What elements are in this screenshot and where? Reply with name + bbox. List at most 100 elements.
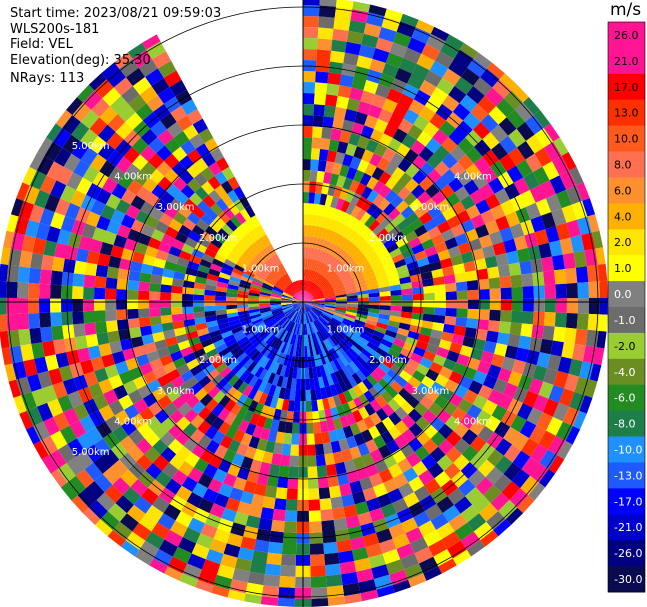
ray-gates (189, 307, 294, 377)
ray-gates (127, 289, 139, 300)
ray-gates (310, 270, 316, 282)
ray-gates (387, 137, 402, 153)
ray-gates (233, 446, 257, 491)
ray-gates (353, 432, 393, 508)
ray-gates (389, 42, 408, 58)
ray-gates (349, 87, 449, 230)
ray-gates (124, 330, 258, 420)
ray-gates (368, 4, 387, 17)
ray-gates (132, 154, 238, 247)
ray-gates (140, 263, 175, 279)
ray-gates (378, 378, 446, 447)
ray-gates (96, 322, 174, 346)
ray-gates (325, 463, 337, 477)
ray-gates (140, 161, 157, 178)
ray-gates (237, 290, 249, 296)
ray-gates (141, 420, 212, 505)
ray-gates (95, 519, 113, 537)
ray-gates (381, 403, 416, 444)
ray-gates (211, 373, 224, 386)
ray-gates (203, 343, 216, 354)
ray-gates (169, 198, 209, 232)
ray-gates (146, 41, 235, 181)
ray-gates (32, 237, 100, 265)
ray-gates (313, 260, 320, 272)
ray-gates (377, 317, 594, 380)
ray-gates (50, 394, 134, 450)
ray-gates (321, 252, 330, 264)
ray-gates (371, 239, 384, 251)
ray-gates (227, 359, 240, 371)
ray-gates (503, 444, 522, 463)
ray-gates (66, 450, 94, 476)
ray-gates (47, 398, 64, 417)
ray-gates (94, 275, 107, 289)
ray-gates (336, 133, 393, 235)
ray-gates (384, 329, 460, 363)
colorbar-swatch (608, 358, 645, 386)
ray-gates (105, 299, 117, 311)
ray-gates (358, 12, 385, 59)
ray-gates (70, 190, 86, 208)
colorbar-tick-label: 21.0 (614, 55, 639, 68)
radial-rays (0, 0, 608, 607)
ray-gates (260, 310, 297, 355)
ray-gates (230, 302, 303, 356)
ray-gates (172, 448, 237, 564)
nrays-text: NRays: 113 (10, 71, 85, 86)
ray-gates (106, 149, 167, 199)
ray-gates (322, 194, 334, 218)
ray-gates (192, 507, 210, 524)
ray-gates (365, 57, 417, 154)
ray-gates (336, 159, 370, 223)
ray-gates (345, 205, 428, 270)
ray-gates (310, 219, 381, 295)
ray-gates (110, 415, 162, 460)
ray-gates (311, 321, 318, 333)
ray-gates (281, 276, 290, 286)
ray-gates (109, 95, 136, 122)
ray-gates (448, 177, 464, 193)
ray-gates (373, 267, 386, 276)
ray-gates (120, 214, 136, 229)
ray-gates (152, 416, 176, 440)
ray-gates (106, 266, 119, 279)
ray-gates (306, 38, 333, 248)
ray-gates (186, 163, 256, 245)
ray-gates (201, 253, 264, 285)
ray-gates (138, 59, 158, 77)
ray-gates (273, 312, 301, 421)
ray-gates (160, 314, 173, 324)
ray-gates (546, 416, 563, 436)
ray-gates (236, 501, 252, 516)
ray-gates (523, 97, 540, 115)
ray-gates (144, 446, 161, 463)
ray-gates (364, 120, 456, 228)
ray-gates (333, 417, 343, 430)
ray-gates (353, 397, 364, 410)
ray-gates (121, 86, 208, 187)
ray-gates (511, 310, 567, 328)
ray-gates (303, 214, 308, 226)
ray-gates (134, 540, 159, 566)
ray-gates (283, 521, 297, 533)
ray-gates (151, 421, 231, 540)
ray-gates (215, 362, 228, 374)
ray-gates (348, 132, 361, 147)
ray-gates (239, 208, 257, 230)
ray-gates (548, 385, 565, 403)
ray-gates (422, 350, 436, 362)
ray-gates (379, 225, 402, 244)
ray-gates (243, 250, 255, 261)
ray-gates (112, 521, 133, 541)
ray-gates (254, 402, 265, 416)
ray-gates (96, 431, 176, 512)
ray-gates (303, 170, 577, 302)
ray-gates (205, 398, 219, 412)
ray-gates (271, 519, 285, 533)
ray-gates (232, 302, 303, 391)
ray-gates (462, 336, 476, 348)
ray-gates (94, 309, 296, 493)
ray-gates (165, 372, 255, 495)
ray-gates (465, 109, 526, 164)
